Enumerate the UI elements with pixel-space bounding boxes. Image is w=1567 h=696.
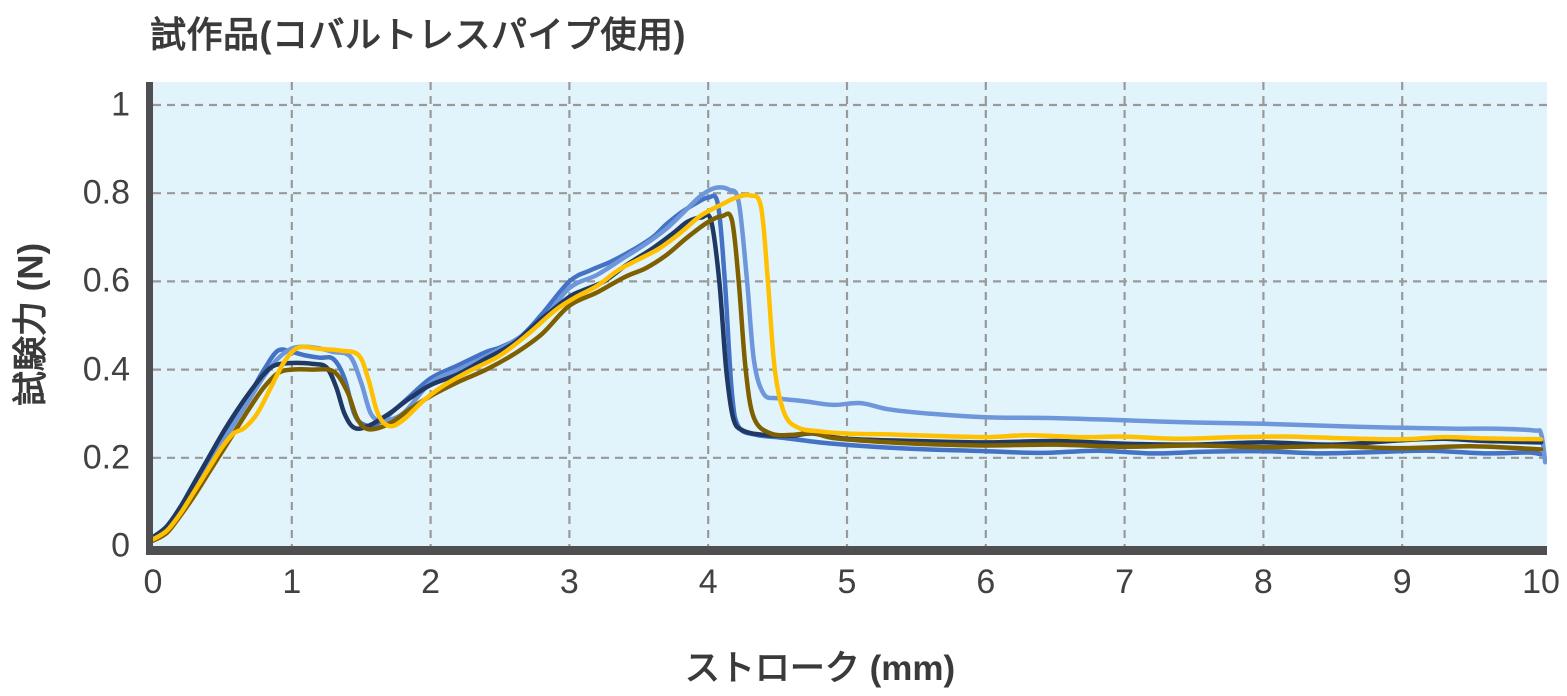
- x-tick-label-10: 10: [1522, 563, 1560, 601]
- x-tick-label-3: 3: [559, 563, 579, 601]
- x-tick-label-5: 5: [837, 563, 857, 601]
- y-axis-line: [146, 82, 153, 555]
- y-tick-label-0.4: 0.4: [82, 350, 130, 389]
- y-tick-label-0: 0: [111, 526, 130, 565]
- y-axis-label: 試験力 (N): [11, 242, 51, 407]
- x-axis-line: [146, 546, 1547, 555]
- y-tick-label-0.8: 0.8: [82, 173, 130, 212]
- x-tick-label-7: 7: [1115, 563, 1135, 601]
- series-run-light-blue: [153, 185, 1547, 542]
- x-axis-label: ストローク (mm): [684, 649, 956, 688]
- chart-title: 試作品(コバルトレスパイプ使用): [150, 14, 686, 55]
- series-run-yellow: [153, 192, 1544, 542]
- y-tick-label-0.2: 0.2: [82, 438, 130, 477]
- x-tick-label-6: 6: [976, 563, 996, 601]
- x-tick-label-0: 0: [143, 563, 163, 601]
- y-tick-label-1: 1: [111, 85, 130, 124]
- y-tick-label-0.6: 0.6: [82, 261, 130, 300]
- line-chart: [153, 82, 1547, 546]
- x-tick-label-4: 4: [698, 563, 718, 601]
- series-run-dark-olive: [153, 211, 1544, 543]
- plot-area: [153, 82, 1547, 546]
- series-run-medium-blue: [153, 193, 1544, 541]
- x-tick-label-2: 2: [421, 563, 441, 601]
- x-tick-label-1: 1: [282, 563, 302, 601]
- x-tick-label-9: 9: [1392, 563, 1412, 601]
- x-tick-label-8: 8: [1253, 563, 1273, 601]
